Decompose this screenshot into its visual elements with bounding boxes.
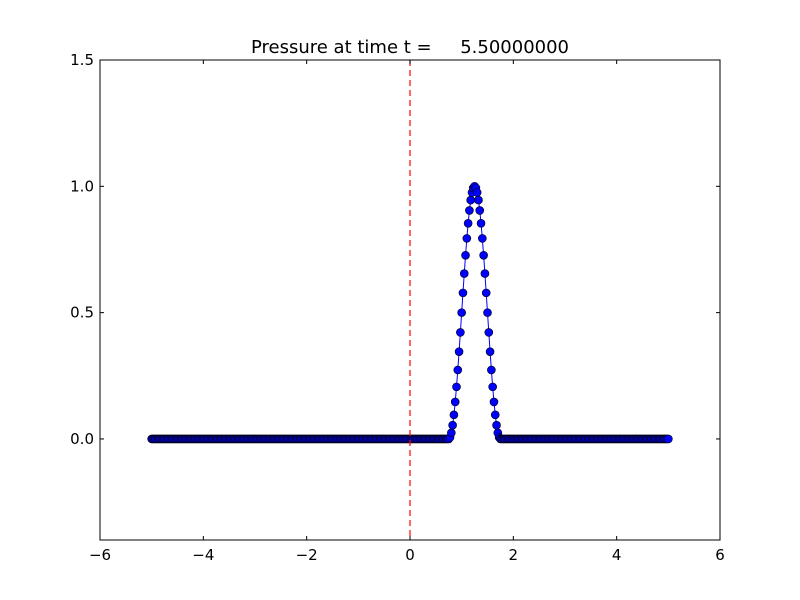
data-point [478, 234, 487, 243]
data-point [476, 219, 486, 228]
data-point [481, 288, 491, 298]
plot-marks [147, 60, 673, 540]
data-point [459, 269, 469, 278]
data-point [488, 382, 497, 392]
x-tick-label: 6 [715, 546, 725, 564]
data-point [483, 308, 492, 317]
data-point [454, 347, 464, 356]
data-point [474, 195, 483, 205]
data-point [452, 382, 461, 392]
x-tick-label: 0 [405, 546, 415, 564]
data-point [489, 397, 499, 407]
data-point [448, 420, 457, 430]
data-point [456, 328, 465, 337]
x-tick-label: 4 [612, 546, 622, 564]
data-point [490, 410, 500, 420]
x-tick-label: 2 [509, 546, 519, 564]
data-point [450, 397, 460, 407]
data-point [449, 410, 459, 420]
data-point [480, 269, 490, 278]
data-point [461, 250, 470, 260]
x-tick-label: −2 [296, 546, 318, 564]
data-point [484, 328, 494, 337]
data-point [453, 365, 463, 375]
data-point [466, 195, 476, 205]
data-point [664, 434, 673, 444]
data-point [447, 428, 456, 438]
y-tick-label: 1.5 [70, 51, 94, 69]
data-point [492, 420, 501, 430]
axis-ticks: −6 −4 −2 0 2 4 6 0.0 0.5 1.0 1.5 [70, 51, 725, 564]
y-tick-label: 1.0 [70, 177, 94, 195]
chart-title: Pressure at time t = 5.50000000 [251, 37, 569, 58]
data-point [485, 347, 495, 356]
y-tick-label: 0.0 [70, 430, 94, 448]
y-tick-label: 0.5 [70, 304, 94, 322]
data-point [479, 250, 488, 260]
data-point [475, 206, 485, 215]
data-point [463, 219, 473, 228]
data-point [457, 308, 466, 317]
data-point [458, 288, 468, 298]
data-point [465, 206, 474, 215]
data-point [487, 365, 496, 375]
data-point [462, 234, 472, 243]
x-tick-label: −6 [89, 546, 111, 564]
data-point [472, 188, 482, 197]
x-tick-label: −4 [192, 546, 214, 564]
